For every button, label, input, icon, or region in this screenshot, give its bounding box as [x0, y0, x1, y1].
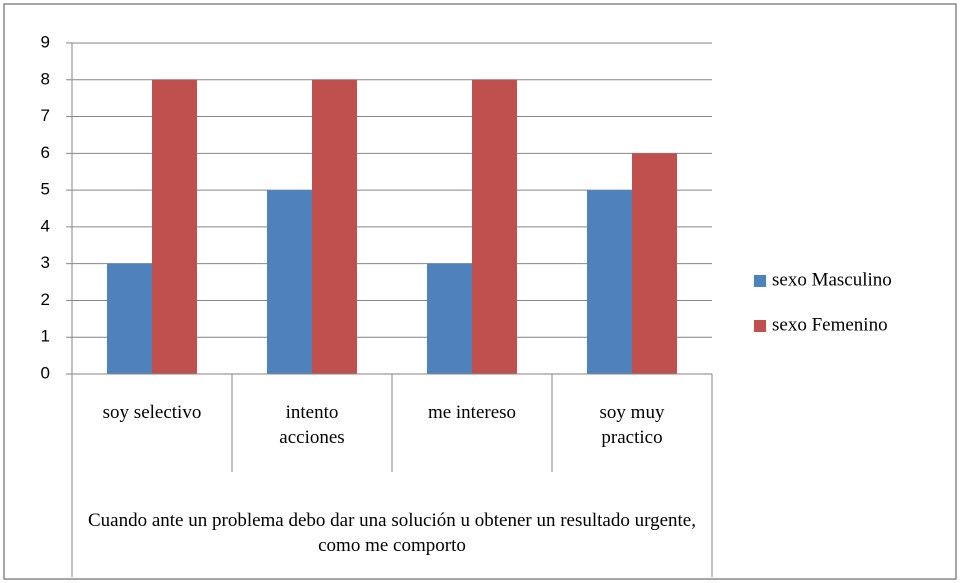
- bar: [587, 190, 632, 374]
- x-axis-title: Cuando ante un problema debo dar una sol…: [87, 510, 696, 556]
- x-tick-label: me intereso: [427, 402, 517, 423]
- y-tick-label: 4: [41, 216, 50, 235]
- y-tick-label: 5: [41, 180, 50, 199]
- y-tick-label: 3: [41, 253, 50, 272]
- y-tick-label: 9: [41, 32, 50, 51]
- y-tick-label: 6: [41, 143, 50, 162]
- legend-label: sexo Femenino: [772, 314, 888, 335]
- y-tick-label: 2: [41, 290, 50, 309]
- legend-swatch: [754, 320, 766, 332]
- chart-border: [3, 3, 957, 580]
- bar: [632, 153, 677, 374]
- bar: [267, 190, 312, 374]
- y-tick-label: 0: [41, 363, 50, 382]
- x-tick-label: soy selectivo: [102, 402, 202, 423]
- bar: [427, 263, 472, 374]
- bar: [152, 79, 197, 375]
- x-tick-label: soy muy practico: [599, 402, 665, 448]
- x-tick-label: intento acciones: [279, 402, 345, 448]
- y-tick-label: 8: [41, 69, 50, 88]
- y-tick-label: 7: [41, 106, 50, 125]
- bar: [107, 263, 152, 374]
- y-tick-label: 1: [41, 327, 50, 346]
- bar: [472, 79, 517, 375]
- bar: [312, 79, 357, 375]
- legend-label: sexo Masculino: [772, 269, 892, 290]
- legend-swatch: [754, 275, 766, 287]
